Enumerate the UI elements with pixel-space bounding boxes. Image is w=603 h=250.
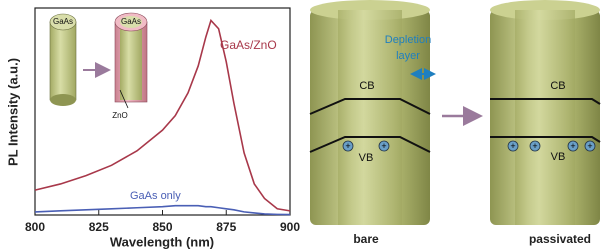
vb-label: VB [359,152,374,164]
inset-label: ZnO [112,111,128,120]
hole: + [585,141,595,151]
passivated-diagram: CB VB + + + + passivated [490,0,600,246]
svg-text:+: + [510,141,515,151]
depletion-label: layer [396,50,420,62]
x-tick-label: 875 [216,220,236,234]
legend-label: GaAs/ZnO [220,38,277,52]
svg-text:+: + [381,141,386,151]
inset-label: GaAs [121,17,141,26]
cb-label: CB [359,80,374,92]
vb-label: VB [551,151,566,163]
svg-text:+: + [587,141,592,151]
inset: GaAs GaAs ZnO [50,13,147,120]
bare-diagram: CB VB + + Depletion layer bare [310,0,432,246]
nanowire [120,22,142,100]
bare-title: bare [353,232,379,246]
x-tick-label: 850 [152,220,172,234]
core [515,10,575,225]
hole: + [379,141,389,151]
hole: + [343,141,353,151]
svg-text:+: + [345,141,350,151]
inset-label: GaAs [53,17,73,26]
x-tick-label: 825 [89,220,109,234]
svg-text:+: + [532,141,537,151]
figure: 800 825 850 875 900 Wavelength (nm) PL Inten… [0,0,603,250]
x-axis-title: Wavelength (nm) [110,234,214,249]
nanowire [50,22,76,100]
nanowire-bottom [50,94,76,106]
hole: + [508,141,518,151]
cb-label: CB [550,80,565,92]
x-tick-label: 900 [280,220,300,234]
y-axis-title: PL Intensity (a.u.) [5,58,20,166]
passivated-title: passivated [529,232,591,246]
hole: + [530,141,540,151]
svg-text:+: + [570,141,575,151]
hole: + [568,141,578,151]
x-tick-label: 800 [25,220,45,234]
legend-label: GaAs only [130,190,181,202]
depletion-label: Depletion [385,34,431,46]
